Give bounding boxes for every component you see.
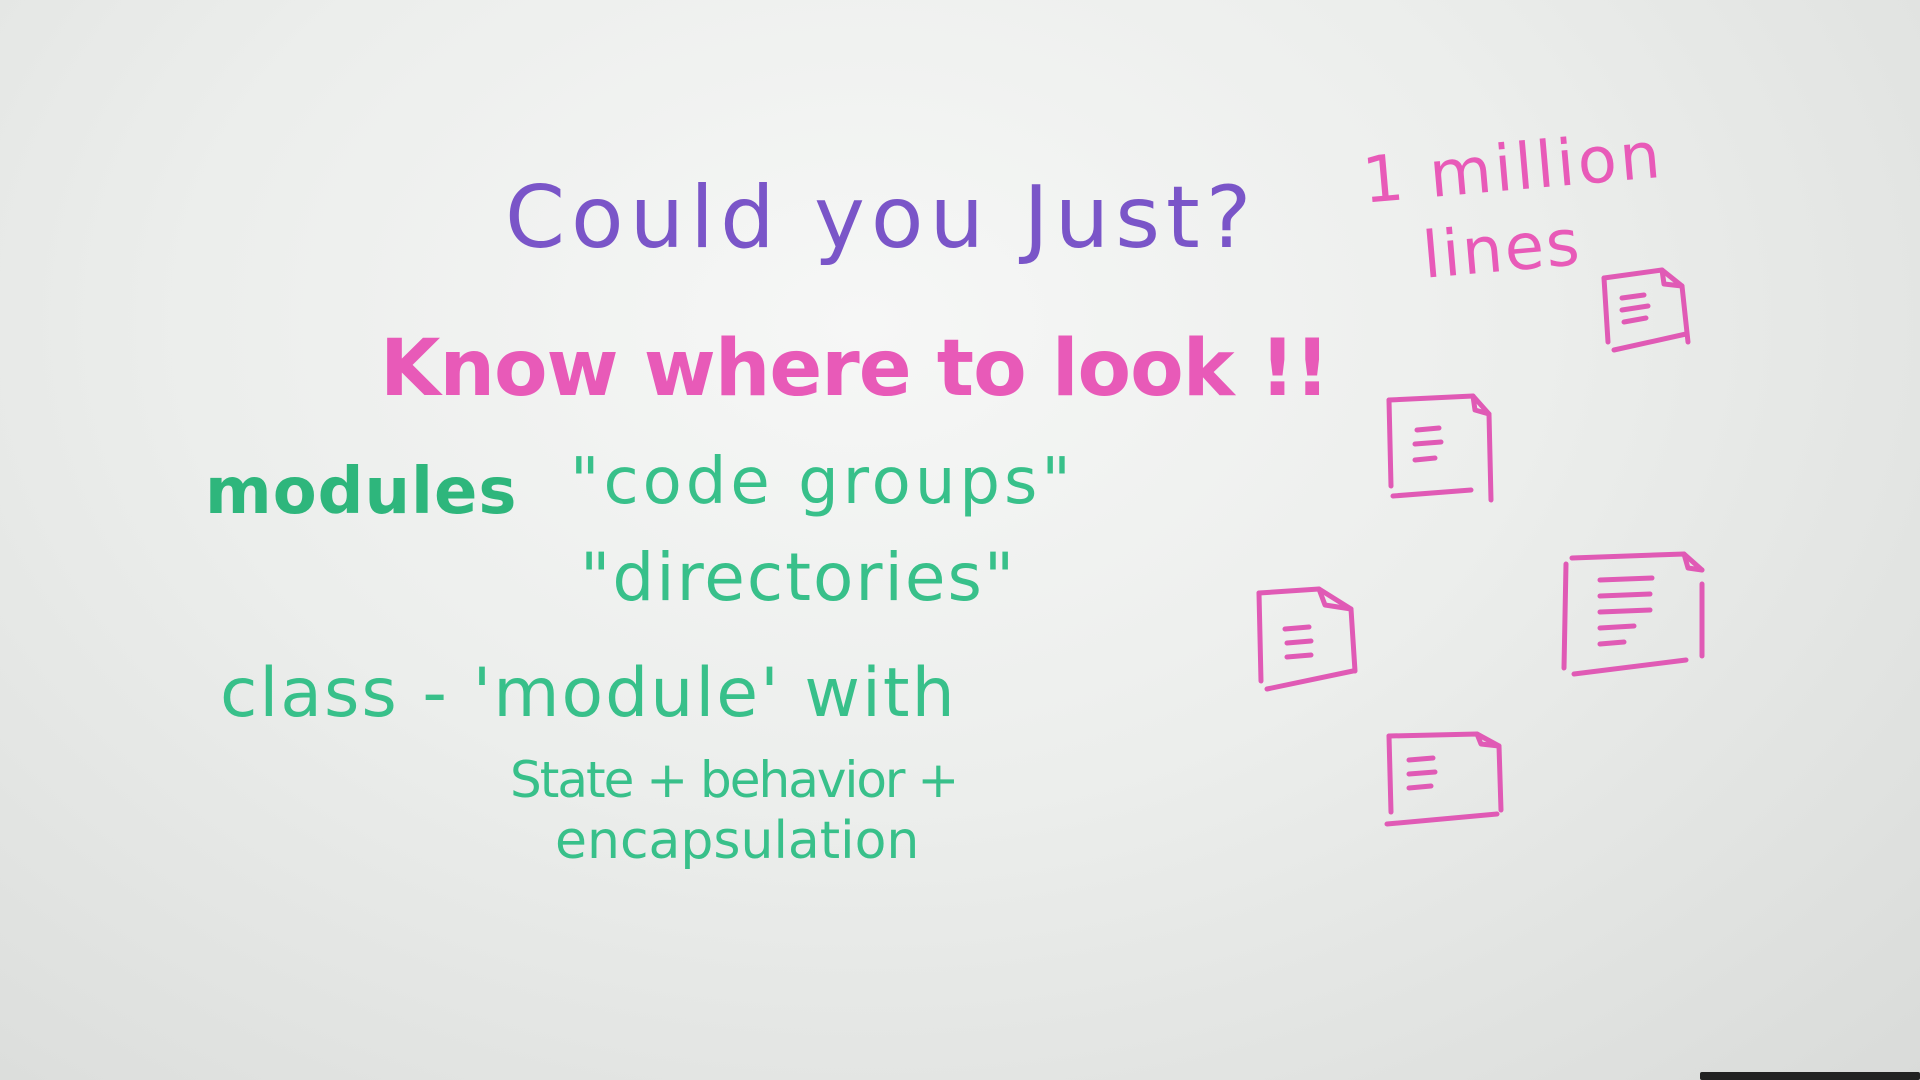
document-icon <box>1255 585 1360 695</box>
emphasis-line: Know where to look !! <box>380 324 1330 414</box>
title-question: Could you Just? <box>505 168 1258 268</box>
encapsulation-line: encapsulation <box>555 811 920 871</box>
document-icon <box>1560 550 1710 677</box>
lines-label: lines <box>1419 206 1585 294</box>
class-definition-line: class - 'module' with <box>220 654 957 733</box>
modules-label: modules <box>205 455 518 529</box>
state-behavior-line: State + behavior + <box>510 751 959 809</box>
board-tray-edge <box>1700 1072 1920 1080</box>
document-icon <box>1600 260 1700 360</box>
directories-text: "directories" <box>580 539 1017 616</box>
million-label: 1 million <box>1359 118 1667 219</box>
document-icon <box>1384 730 1505 830</box>
code-groups-text: "code groups" <box>570 445 1075 519</box>
document-icon <box>1385 390 1500 505</box>
